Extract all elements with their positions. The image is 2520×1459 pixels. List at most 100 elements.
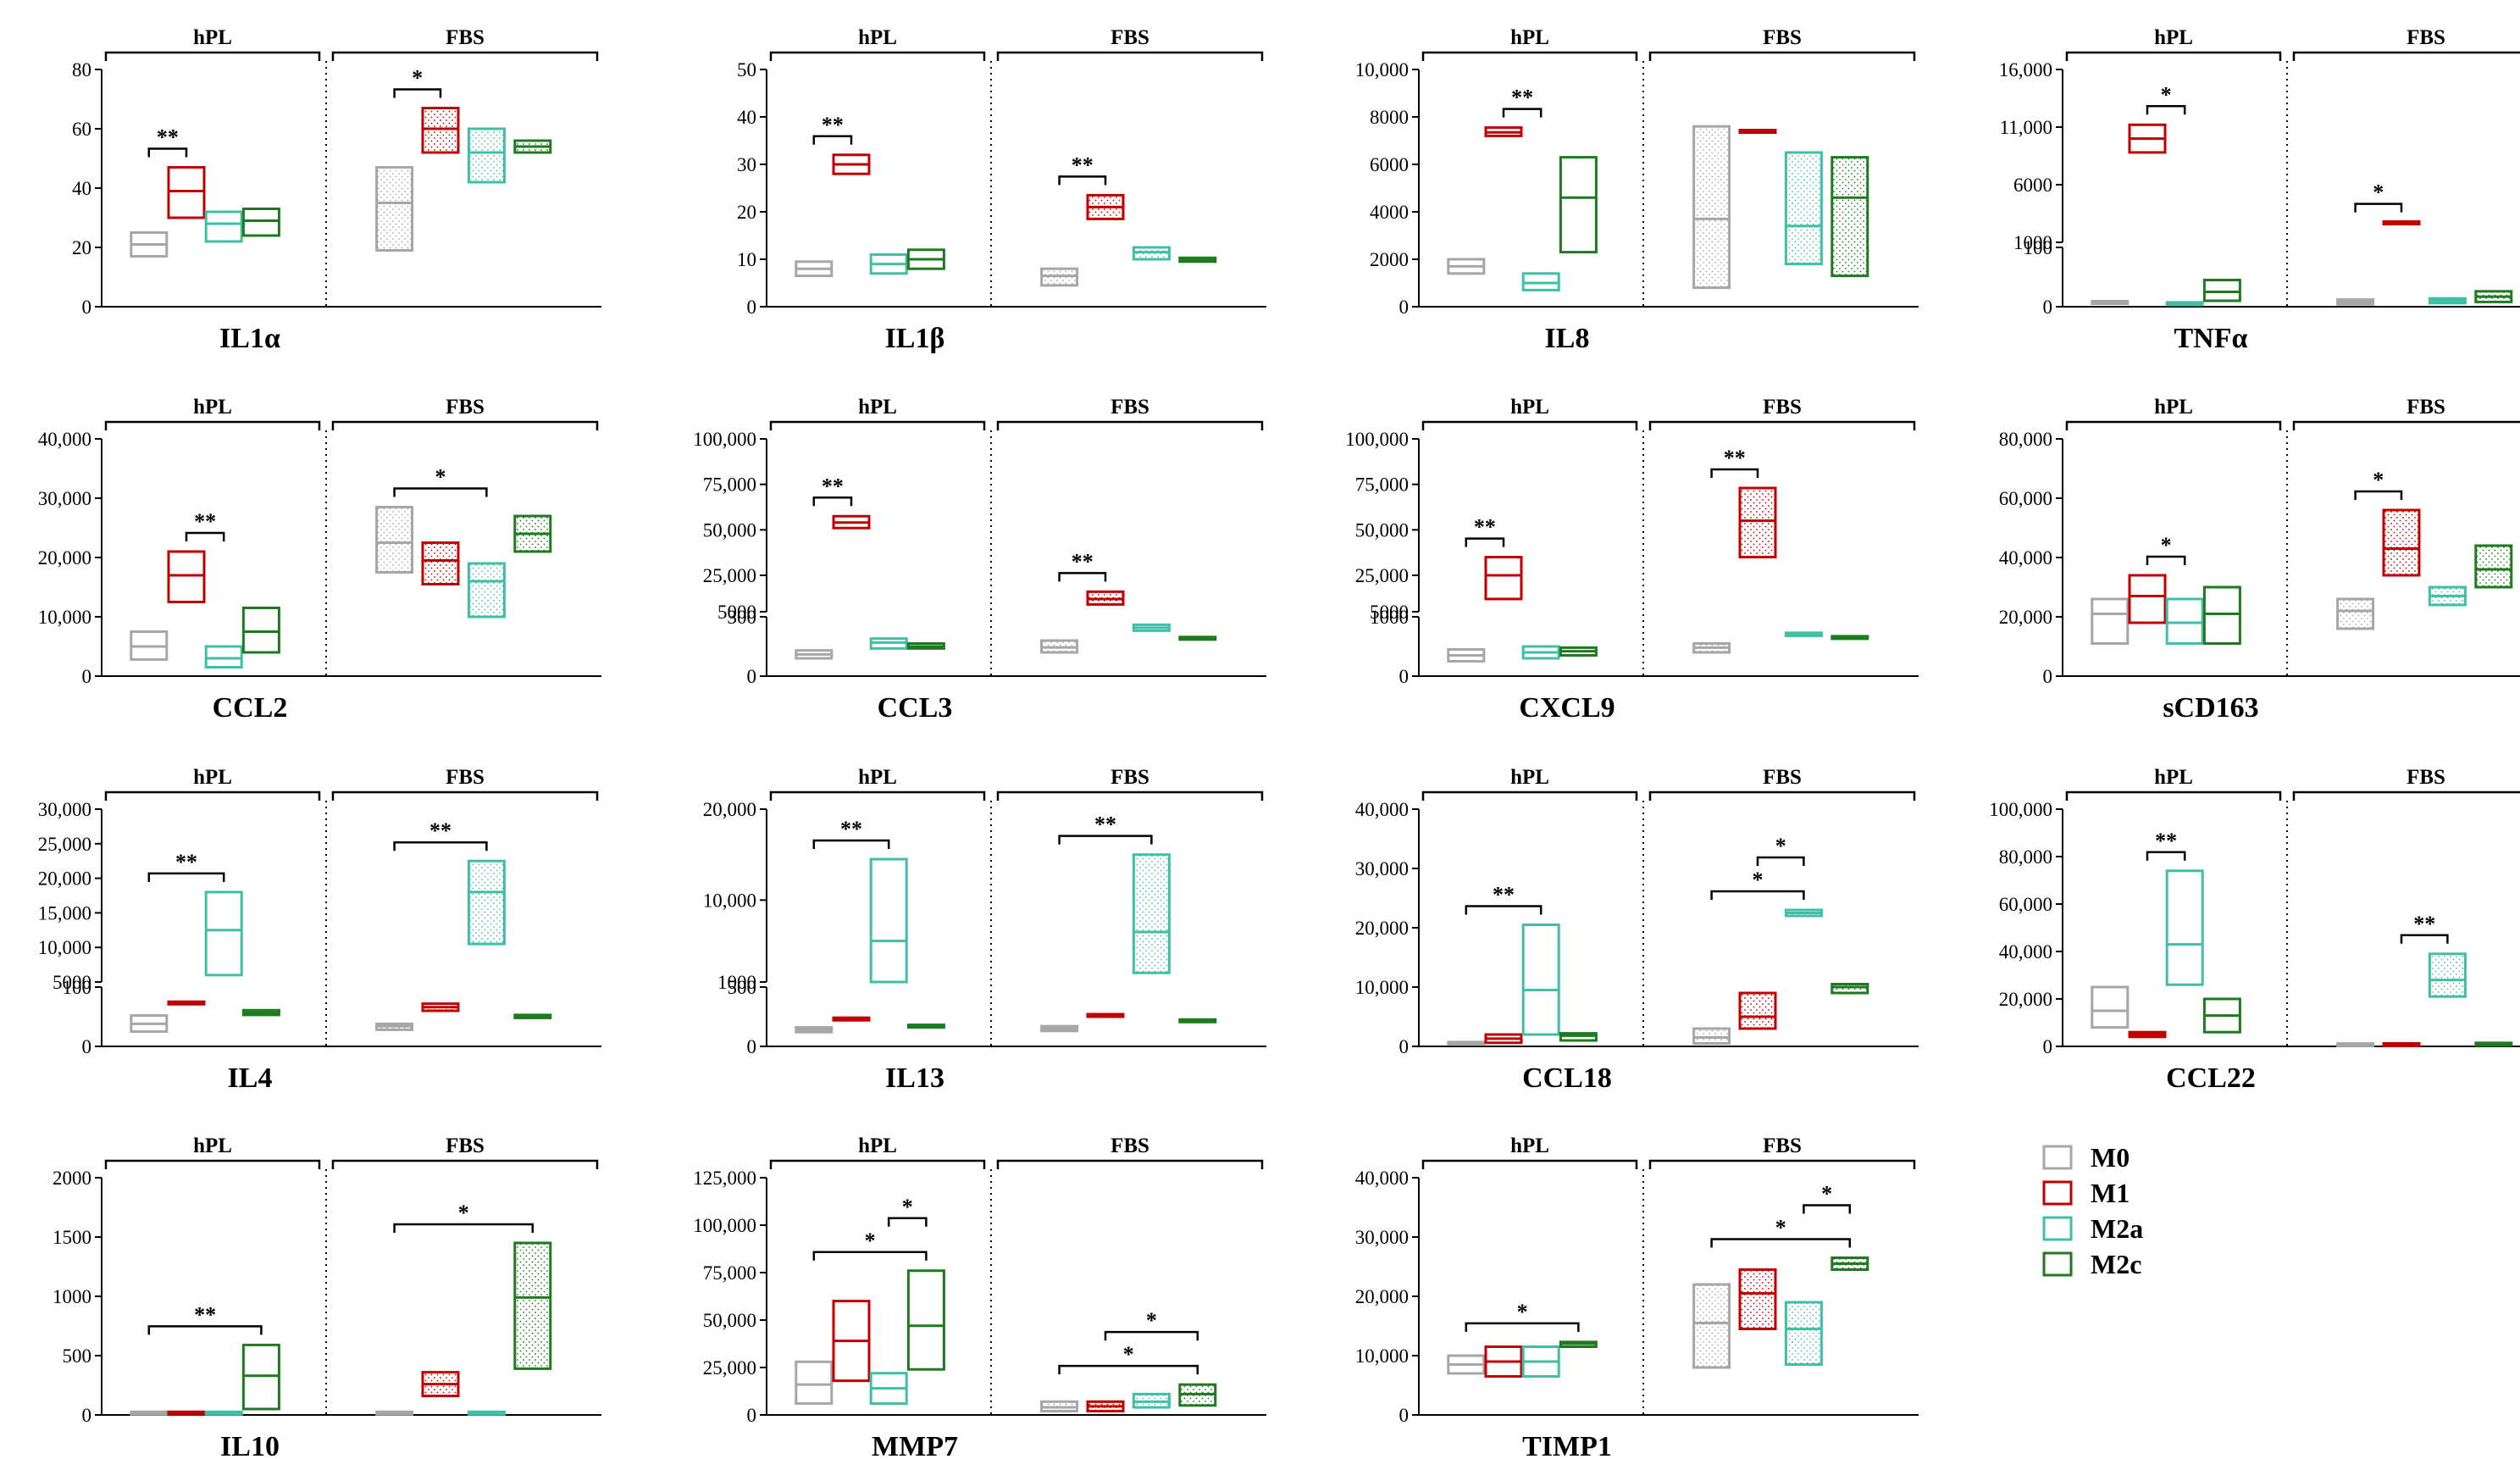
significance-bracket [393, 487, 488, 497]
y-tick-label: 0 [82, 666, 92, 687]
group-label: hPL [2154, 396, 2193, 419]
significance-marker: * [902, 1195, 913, 1219]
box-m1 [167, 550, 206, 603]
y-tick-label: 80 [72, 59, 91, 80]
box-m2a [467, 859, 506, 946]
group-bracket [1648, 791, 1916, 801]
significance-bracket [2354, 202, 2403, 213]
box-m2a [1132, 853, 1171, 974]
y-tick-label: 100,000 [693, 1215, 756, 1236]
box-m0 [1692, 1283, 1731, 1369]
y-tick-label: 75,000 [1355, 474, 1409, 496]
box-m2c [1830, 156, 1869, 278]
y-tick-label: 20,000 [1999, 989, 2052, 1010]
y-tick-label: 100 [2024, 237, 2053, 258]
y-tick-label: 4000 [1370, 202, 1409, 223]
y-tick-label: 0 [82, 1036, 92, 1057]
significance-bracket [1104, 1330, 1199, 1341]
significance-marker: * [1123, 1342, 1134, 1367]
legend-swatch-m2c [2042, 1251, 2073, 1277]
y-tick-label: 30,000 [38, 488, 91, 509]
significance-marker: ** [1072, 153, 1094, 177]
significance-marker: * [412, 66, 423, 91]
y-tick-label: 0 [1399, 297, 1410, 318]
significance-marker: ** [194, 1302, 216, 1327]
significance-bracket [1465, 537, 1505, 547]
box-m0 [2091, 597, 2130, 645]
y-tick-label: 40 [72, 178, 91, 199]
group-label: hPL [1510, 1134, 1549, 1157]
y-tick-label: 40,000 [1999, 941, 2052, 962]
box-m1 [167, 166, 206, 219]
y-tick-label: 25,000 [703, 1357, 756, 1379]
box-m2c [241, 607, 280, 654]
chart-title: TNFα [2174, 323, 2248, 354]
group-bracket [996, 51, 1264, 61]
group-label: hPL [1510, 766, 1549, 789]
box-m2a [467, 562, 506, 619]
group-bracket [1648, 51, 1916, 61]
significance-marker: ** [1511, 86, 1533, 110]
y-tick-label: 10,000 [1355, 59, 1409, 80]
y-tick-label: 0 [82, 1405, 92, 1426]
box-m1 [1738, 991, 1777, 1030]
chart-title: IL4 [228, 1062, 273, 1094]
significance-bracket [185, 531, 225, 541]
y-tick-label: 10,000 [1355, 977, 1409, 998]
group-label: hPL [193, 396, 232, 419]
significance-bracket [1803, 1204, 1852, 1214]
y-tick-label: 1500 [53, 1227, 91, 1248]
group-bracket [2292, 51, 2520, 61]
y-tick-label: 5000 [1370, 602, 1409, 623]
y-tick-label: 40 [737, 107, 756, 128]
y-tick-label: 0 [747, 1405, 757, 1426]
group-bracket [331, 420, 599, 430]
y-tick-label: 60 [72, 119, 91, 140]
y-tick-label: 100,000 [1345, 429, 1409, 450]
y-tick-label: 2000 [53, 1168, 91, 1189]
box-m2a [1784, 151, 1823, 266]
significance-bracket [2146, 105, 2186, 115]
significance-marker: ** [822, 113, 844, 137]
significance-bracket [1710, 1238, 1852, 1248]
legend-swatch-m0 [2042, 1145, 2073, 1170]
chart-panel: 0 20,000 40,000 60,000 80,000 100,000 hPL FBS **… [1989, 766, 2520, 1094]
y-tick-label: 2000 [1370, 249, 1409, 270]
box-m1 [421, 541, 460, 585]
box-m2a [1521, 924, 1560, 1036]
group-bracket [769, 420, 986, 430]
box-m2a [467, 127, 506, 184]
y-tick-label: 80,000 [1999, 429, 2052, 450]
y-tick-label: 75,000 [703, 1262, 756, 1284]
group-label: hPL [193, 26, 232, 49]
y-tick-label: 16,000 [1999, 59, 2052, 80]
y-tick-label: 80,000 [1999, 846, 2052, 868]
chart-title: CCL18 [1522, 1062, 1612, 1094]
box-m1 [2128, 574, 2167, 624]
y-tick-label: 8000 [1370, 107, 1409, 128]
y-tick-label: 125,000 [693, 1168, 756, 1189]
significance-bracket [2146, 555, 2186, 565]
box-m2a [2428, 952, 2467, 998]
y-tick-label: 75,000 [703, 474, 756, 496]
group-label: hPL [858, 26, 897, 49]
group-label: FBS [446, 396, 485, 419]
y-tick-label: 30,000 [38, 799, 91, 820]
y-tick-label: 0 [1399, 666, 1410, 687]
y-tick-label: 1000 [2013, 232, 2052, 253]
significance-bracket [1465, 1322, 1580, 1332]
chart-title: IL1α [219, 323, 280, 354]
box-m1 [1484, 556, 1523, 601]
box-m2c [1559, 156, 1598, 254]
y-tick-label: 1000 [1370, 607, 1409, 628]
significance-marker: * [2161, 82, 2172, 107]
significance-bracket [1756, 856, 1805, 866]
significance-marker: * [435, 465, 446, 490]
y-tick-label: 40,000 [1999, 547, 2052, 569]
group-bracket [996, 1159, 1264, 1169]
group-label: FBS [1763, 26, 1802, 49]
significance-bracket [1465, 905, 1542, 915]
group-bracket [2065, 420, 2282, 430]
box-m2a [1784, 1301, 1823, 1366]
